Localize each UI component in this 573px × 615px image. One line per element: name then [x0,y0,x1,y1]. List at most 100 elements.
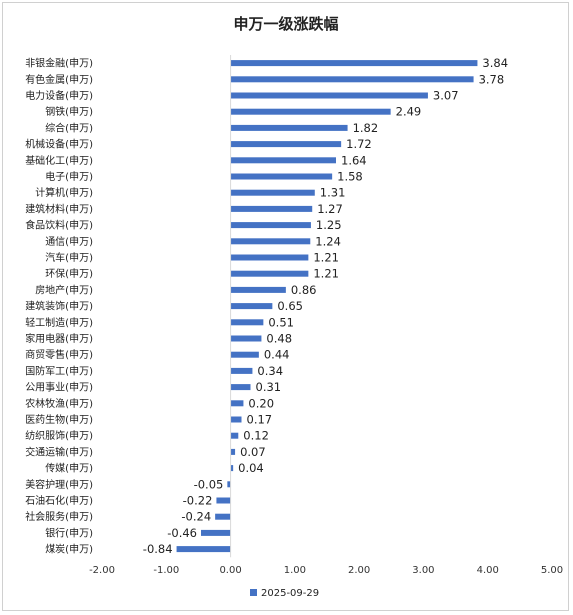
value-label: 1.21 [313,267,339,281]
value-label: 0.34 [257,364,283,378]
value-label: 0.04 [238,461,264,475]
bar [230,222,311,229]
category-label: 建筑材料(申万) [25,202,93,215]
legend-swatch [250,589,257,596]
category-label: 基础化工(申万) [25,154,93,167]
bar [230,238,311,245]
bars [176,60,478,553]
value-label: 0.17 [247,413,273,427]
value-label: 0.44 [264,348,290,362]
bar [230,465,234,472]
category-label: 纺织服饰(申万) [25,429,93,442]
bar [230,351,259,358]
bar [230,108,391,115]
category-label: 钢铁(申万) [45,105,93,118]
category-label: 商贸零售(申万) [25,348,93,361]
x-tick-labels: -2.00 -1.00 0.00 1.00 2.00 3.00 4.00 5.00 [89,565,563,576]
value-label: 3.84 [482,56,508,70]
x-tick-label: 1.00 [284,565,306,576]
bar [201,529,231,536]
bar [230,384,251,391]
bar [230,319,264,326]
bar [230,270,309,277]
bar [230,141,342,148]
x-tick-label: -2.00 [89,565,115,576]
category-label: 银行(申万) [45,526,93,539]
value-label: 1.25 [316,218,342,232]
bar [216,497,231,504]
x-tick-label: 0.00 [219,565,241,576]
category-label: 非银金融(申万) [25,57,93,70]
x-tick-label: 5.00 [541,565,563,576]
category-labels: 非银金融(申万) 有色金属(申万) 电力设备(申万) 钢铁(申万) 综合(申万) 机械设备… [25,57,93,556]
value-label: 2.49 [396,105,422,119]
value-labels: 3.84 3.78 3.07 2.49 1.82 1.72 1.64 1.58 1.31 1.27… [143,56,508,556]
bar [230,400,244,407]
category-label: 汽车(申万) [45,251,93,264]
bar [230,76,474,83]
value-label: -0.22 [183,494,213,508]
category-label: 石油石化(申万) [25,494,93,507]
value-label: 0.86 [291,283,317,297]
bar [230,124,348,131]
value-label: 3.78 [479,72,505,86]
value-label: 1.27 [317,202,343,216]
category-label: 公用事业(申万) [25,381,93,394]
value-label: 3.07 [433,89,459,103]
x-tick-label: -1.00 [153,565,179,576]
bar [230,416,242,423]
value-label: 0.07 [240,445,266,459]
bar [230,60,478,67]
value-label: 0.65 [277,299,303,313]
category-label: 农林牧渔(申万) [25,397,93,410]
bar [230,189,315,196]
value-label: -0.24 [181,510,211,524]
value-label: 1.64 [341,153,367,167]
category-label: 房地产(申万) [35,283,93,296]
value-label: 1.58 [337,170,363,184]
value-label: 1.31 [320,186,346,200]
category-label: 美容护理(申万) [25,478,93,491]
category-label: 国防军工(申万) [25,364,93,377]
category-label: 计算机(申万) [35,186,93,199]
category-label: 医药生物(申万) [25,413,93,426]
value-label: -0.46 [167,526,197,540]
category-label: 轻工制造(申万) [25,316,93,329]
category-label: 煤炭(申万) [45,543,93,556]
legend-label: 2025-09-29 [261,588,319,599]
value-label: -0.05 [194,477,224,491]
x-tick-label: 2.00 [348,565,370,576]
category-label: 交通运输(申万) [25,445,93,458]
category-label: 环保(申万) [45,267,93,280]
bar [230,335,262,342]
bar [176,546,231,553]
category-label: 电力设备(申万) [25,89,93,102]
value-label: 0.31 [256,380,282,394]
value-label: 1.82 [353,121,379,135]
category-label: 有色金属(申万) [25,73,93,86]
value-label: 1.24 [315,234,341,248]
value-label: 0.48 [266,332,292,346]
x-tick-label: 4.00 [477,565,499,576]
bar [215,513,231,520]
bar [230,286,286,293]
bar-chart: 申万一级涨跌幅 非银金融(申万) 有色金属(申万) 电力设备(申万) 钢铁(申万) 综合… [25,15,563,599]
category-label: 社会服务(申万) [25,510,93,523]
chart-frame: 申万一级涨跌幅 非银金融(申万) 有色金属(申万) 电力设备(申万) 钢铁(申万) 综合… [2,2,569,611]
value-label: 0.20 [248,396,274,410]
bar [230,173,333,180]
legend: 2025-09-29 [250,588,319,599]
value-label: -0.84 [143,542,173,556]
bar [230,254,309,261]
bar [230,157,336,164]
category-label: 家用电器(申万) [25,332,93,345]
category-label: 食品饮料(申万) [25,219,93,232]
category-label: 建筑装饰(申万) [25,300,93,313]
value-label: 0.51 [268,315,294,329]
bar [230,303,273,310]
category-label: 传媒(申万) [45,462,93,475]
bar [230,205,313,212]
bar [230,432,239,439]
value-label: 1.21 [313,251,339,265]
value-label: 0.12 [243,429,269,443]
